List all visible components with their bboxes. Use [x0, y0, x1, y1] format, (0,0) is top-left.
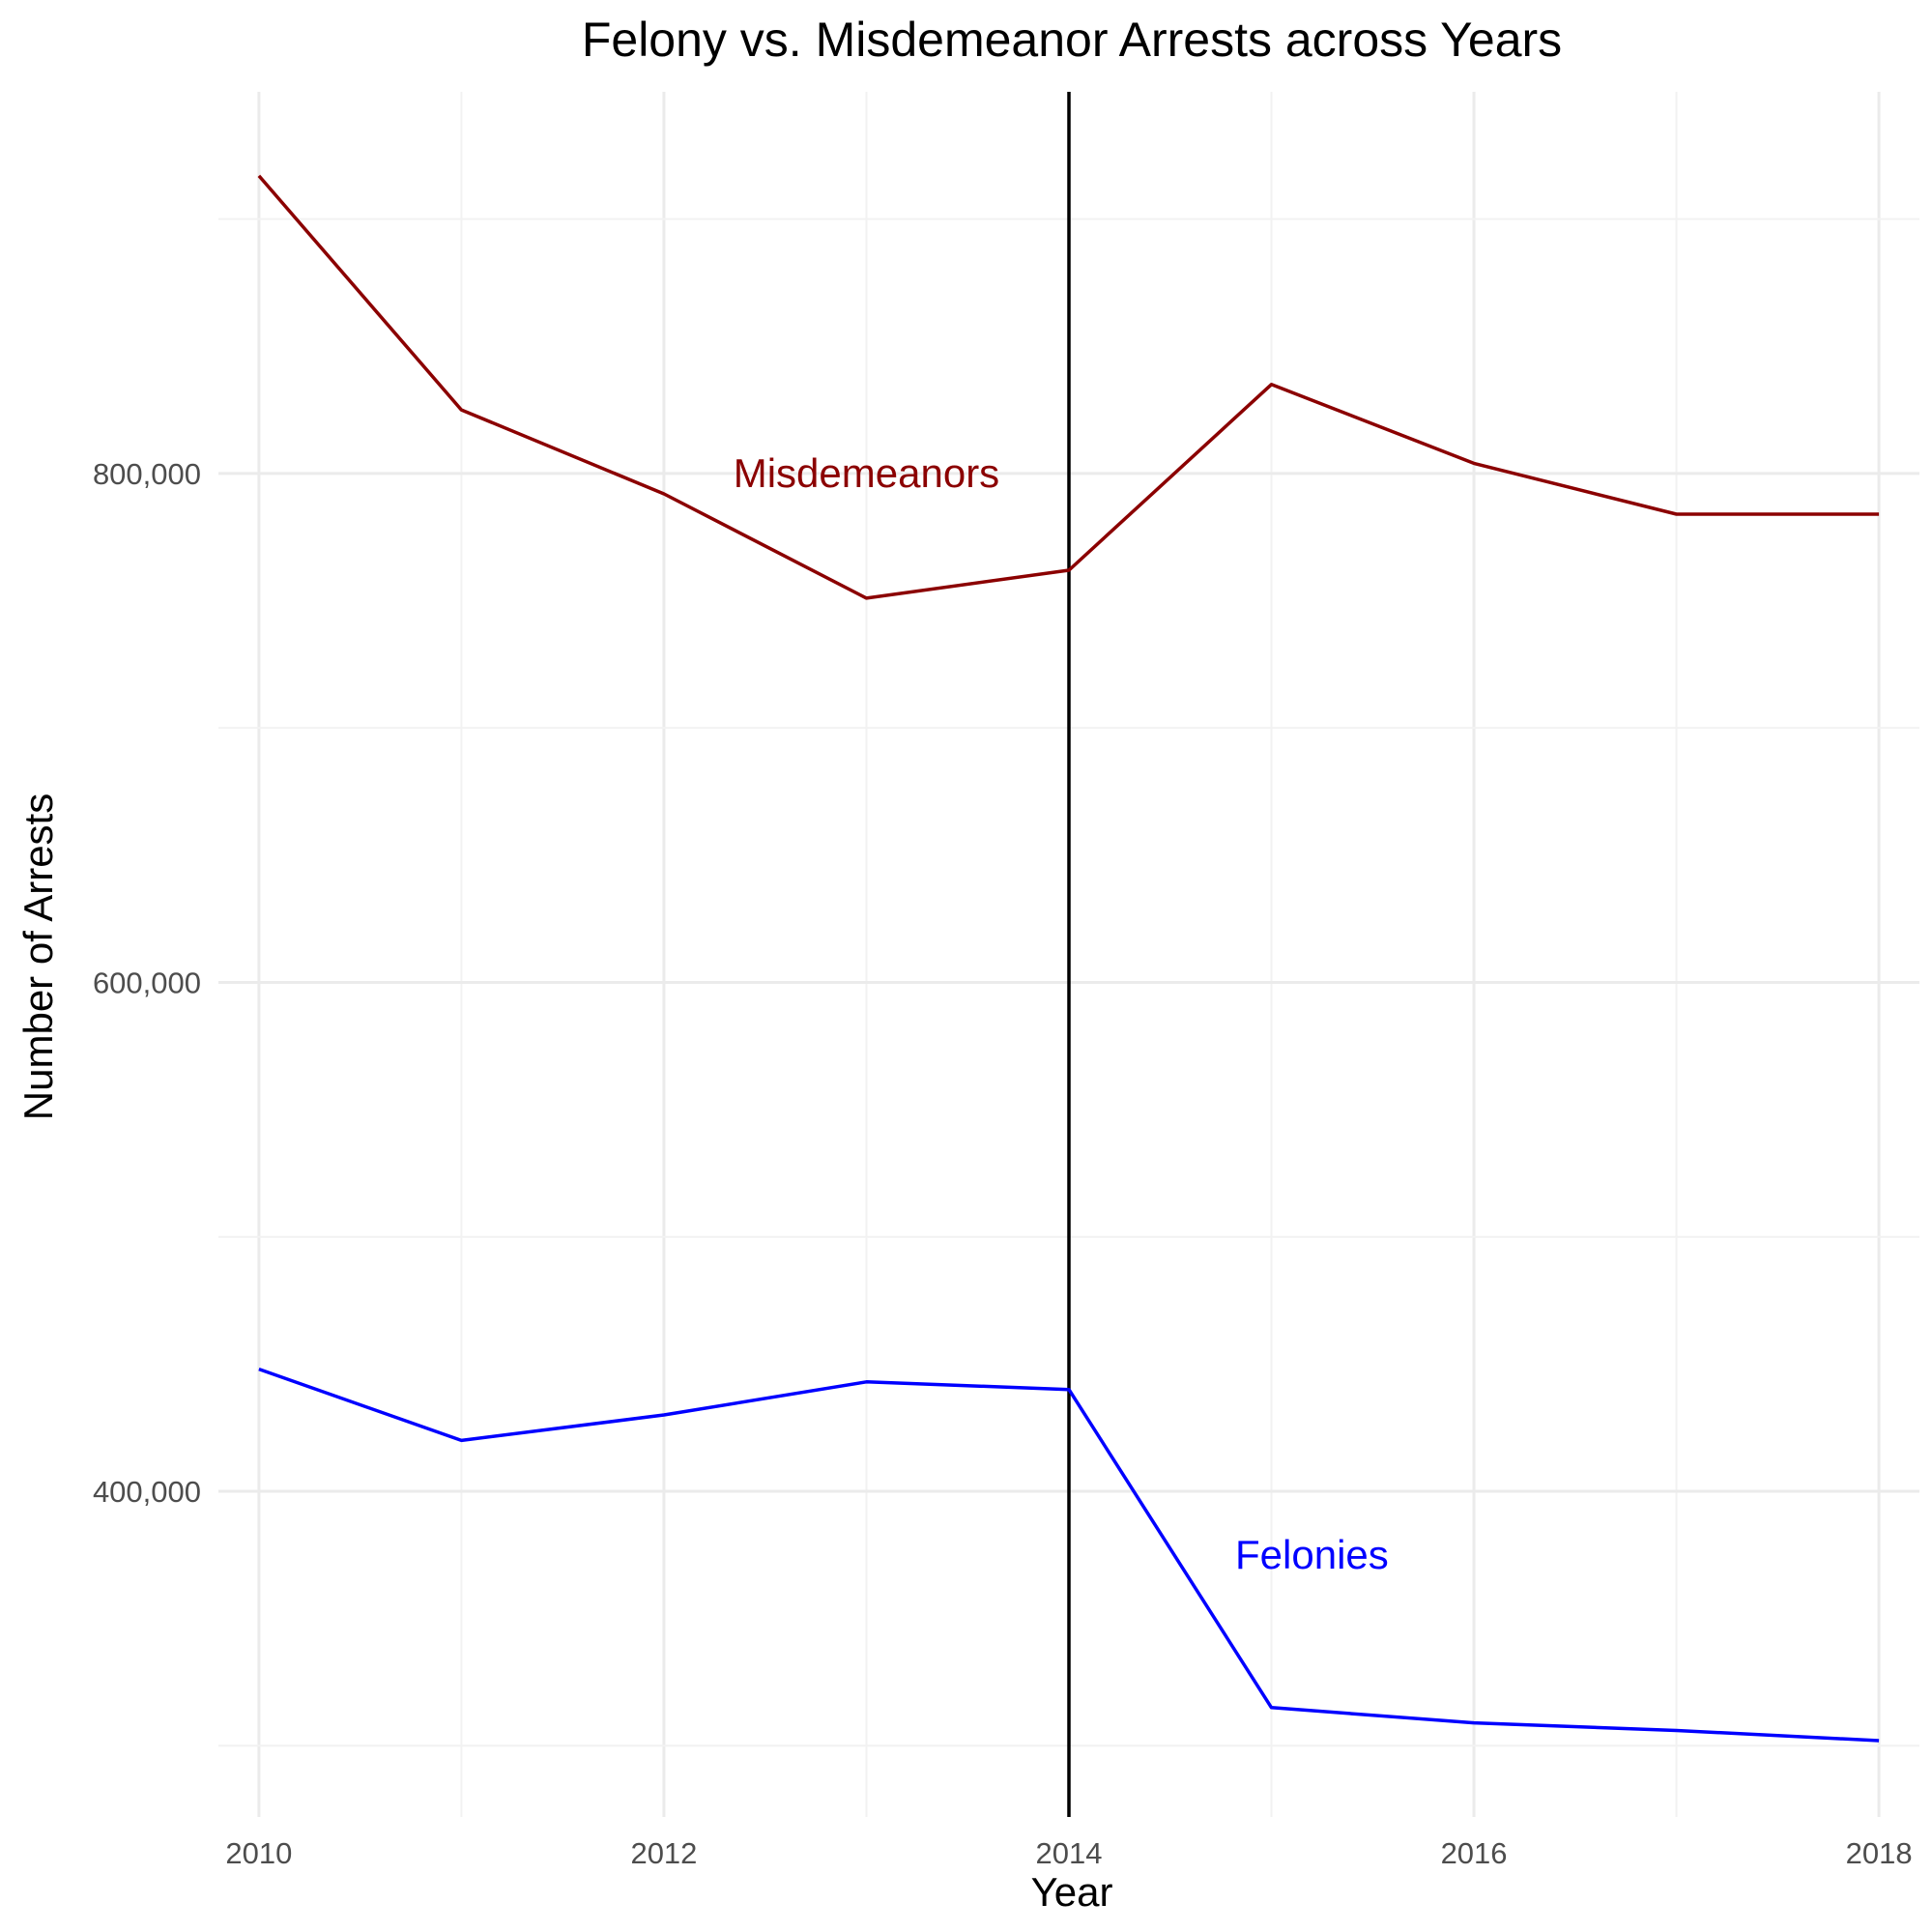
series-labels: Misdemeanors Felonies — [734, 450, 1389, 1577]
chart-title: Felony vs. Misdemeanor Arrests across Ye… — [582, 13, 1562, 67]
x-tick-label: 2018 — [1846, 1836, 1913, 1870]
x-tick-label: 2014 — [1036, 1836, 1103, 1870]
x-tick-label: 2016 — [1441, 1836, 1508, 1870]
series-line-misdemeanors — [257, 174, 1880, 600]
y-tick-label: 400,000 — [93, 1475, 201, 1509]
series-label-misdemeanors: Misdemeanors — [734, 450, 999, 496]
series-lines — [257, 174, 1880, 1743]
x-axis-title: Year — [1031, 1869, 1113, 1915]
series-label-felonies: Felonies — [1235, 1532, 1389, 1577]
y-axis-title: Number of Arrests — [15, 793, 61, 1120]
y-axis-ticks: 400,000 600,000 800,000 — [93, 457, 201, 1509]
x-tick-label: 2010 — [225, 1836, 292, 1870]
y-tick-label: 800,000 — [93, 457, 201, 491]
y-tick-label: 600,000 — [93, 966, 201, 999]
x-axis-ticks: 2010 2012 2014 2016 2018 — [225, 1836, 1912, 1870]
x-tick-label: 2012 — [630, 1836, 697, 1870]
